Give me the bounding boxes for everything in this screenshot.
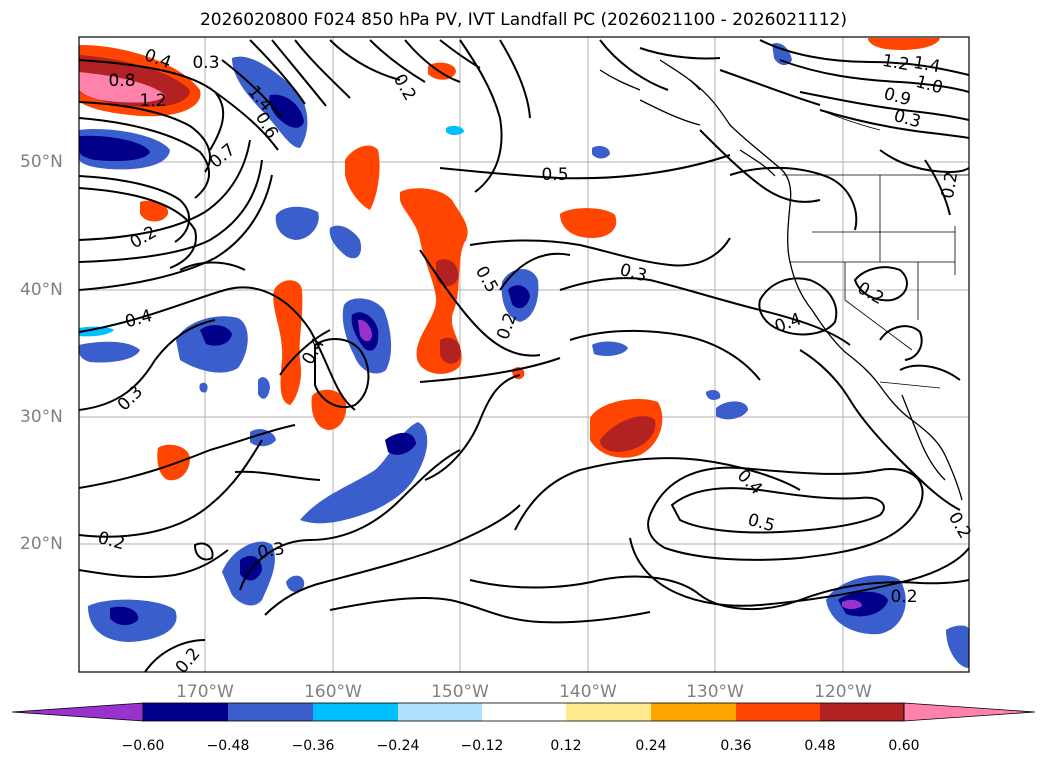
anomaly-positive — [140, 200, 169, 222]
anomaly-negative — [79, 135, 150, 162]
colorbar-swatch — [228, 703, 313, 721]
contour-label: 0.3 — [256, 539, 286, 563]
pv-negative-anomalies — [79, 42, 969, 668]
colorbar-tick-label: 0.60 — [888, 738, 920, 754]
anomaly-negative — [79, 341, 140, 363]
colorbar-tick-label: −0.24 — [376, 738, 420, 754]
colorbar-tick-label: 0.24 — [635, 738, 667, 754]
anomaly-negative — [199, 382, 208, 393]
anomaly-positive — [868, 38, 940, 50]
anomaly-negative — [446, 125, 464, 135]
colorbar-tick-label: 0.36 — [720, 738, 752, 754]
anomaly-negative — [592, 146, 610, 159]
longitude-label: 160°W — [304, 682, 362, 702]
map-title: 2026020800 F024 850 hPa PV, IVT Landfall… — [199, 10, 847, 30]
colorbar-swatch — [820, 703, 904, 721]
anomaly-negative — [842, 599, 862, 609]
longitude-label: 150°W — [431, 682, 489, 702]
anomaly-negative — [385, 432, 416, 455]
longitude-label: 120°W — [814, 682, 872, 702]
contour-label: 0.3 — [192, 53, 219, 73]
anomaly-negative — [508, 285, 530, 309]
anomaly-positive — [440, 337, 461, 364]
ivt-contours — [79, 39, 969, 672]
colorbar — [11, 702, 1036, 722]
anomaly-negative — [79, 326, 114, 337]
anomaly-negative — [946, 625, 969, 668]
colorbar-tick-label: 0.12 — [550, 738, 582, 754]
anomaly-negative — [838, 591, 888, 617]
contour-label: 1.4 — [912, 53, 942, 77]
anomaly-positive — [428, 62, 456, 80]
latitude-label: 30°N — [20, 407, 63, 427]
colorbar-tick-label: −0.12 — [460, 738, 504, 754]
anomaly-negative — [286, 575, 305, 592]
anomaly-positive — [311, 389, 347, 430]
coastline — [599, 59, 963, 501]
anomaly-positive — [400, 188, 468, 374]
anomaly-negative — [706, 390, 721, 400]
colorbar-tick-label: −0.60 — [121, 738, 165, 754]
colorbar-tick-label: −0.36 — [291, 738, 335, 754]
longitude-label: 170°W — [176, 682, 234, 702]
latitude-label: 20°N — [20, 534, 63, 554]
contour-label: 1.2 — [881, 51, 911, 75]
latitude-label: 40°N — [20, 280, 63, 300]
contour-label: 0.8 — [108, 71, 135, 91]
anomaly-negative — [200, 325, 232, 346]
contour-label: 0.5 — [541, 165, 568, 185]
political-borders — [782, 109, 969, 389]
pv-positive-anomalies — [79, 38, 940, 481]
anomaly-negative — [110, 606, 139, 626]
anomaly-positive — [600, 416, 656, 452]
colorbar-swatch — [482, 703, 566, 721]
longitude-label: 130°W — [686, 682, 744, 702]
colorbar-tick-label: −0.48 — [206, 738, 250, 754]
anomaly-positive — [436, 259, 459, 287]
map-frame — [78, 36, 970, 673]
anomaly-negative — [258, 377, 270, 399]
colorbar-frame — [142, 702, 905, 722]
colorbar-swatch — [143, 703, 228, 721]
colorbar-tick-label: 0.48 — [804, 738, 836, 754]
longitude-label: 140°W — [559, 682, 617, 702]
anomaly-negative — [716, 401, 748, 420]
anomaly-negative — [269, 94, 304, 128]
anomaly-positive — [157, 444, 190, 481]
anomaly-negative — [592, 341, 628, 356]
colorbar-swatch — [398, 703, 482, 721]
anomaly-negative — [329, 225, 362, 259]
contour-label: 0.2 — [938, 170, 962, 200]
anomaly-negative — [275, 206, 319, 240]
anomaly-negative — [358, 319, 372, 342]
colorbar-swatch — [651, 703, 736, 721]
colorbar-swatch — [313, 703, 398, 721]
anomaly-positive — [560, 208, 617, 238]
colorbar-swatch — [736, 703, 820, 721]
colorbar-extend-max — [903, 702, 1036, 722]
anomaly-positive — [79, 72, 165, 103]
anomaly-negative — [250, 429, 276, 447]
contour-label: 1.2 — [139, 91, 166, 111]
colorbar-swatch — [566, 703, 651, 721]
latitude-label: 50°N — [20, 152, 63, 172]
map-area — [79, 37, 969, 672]
anomaly-positive — [345, 145, 380, 210]
anomaly-negative — [772, 42, 792, 66]
colorbar-extend-min — [11, 702, 144, 722]
contour-label: 0.2 — [890, 587, 917, 607]
